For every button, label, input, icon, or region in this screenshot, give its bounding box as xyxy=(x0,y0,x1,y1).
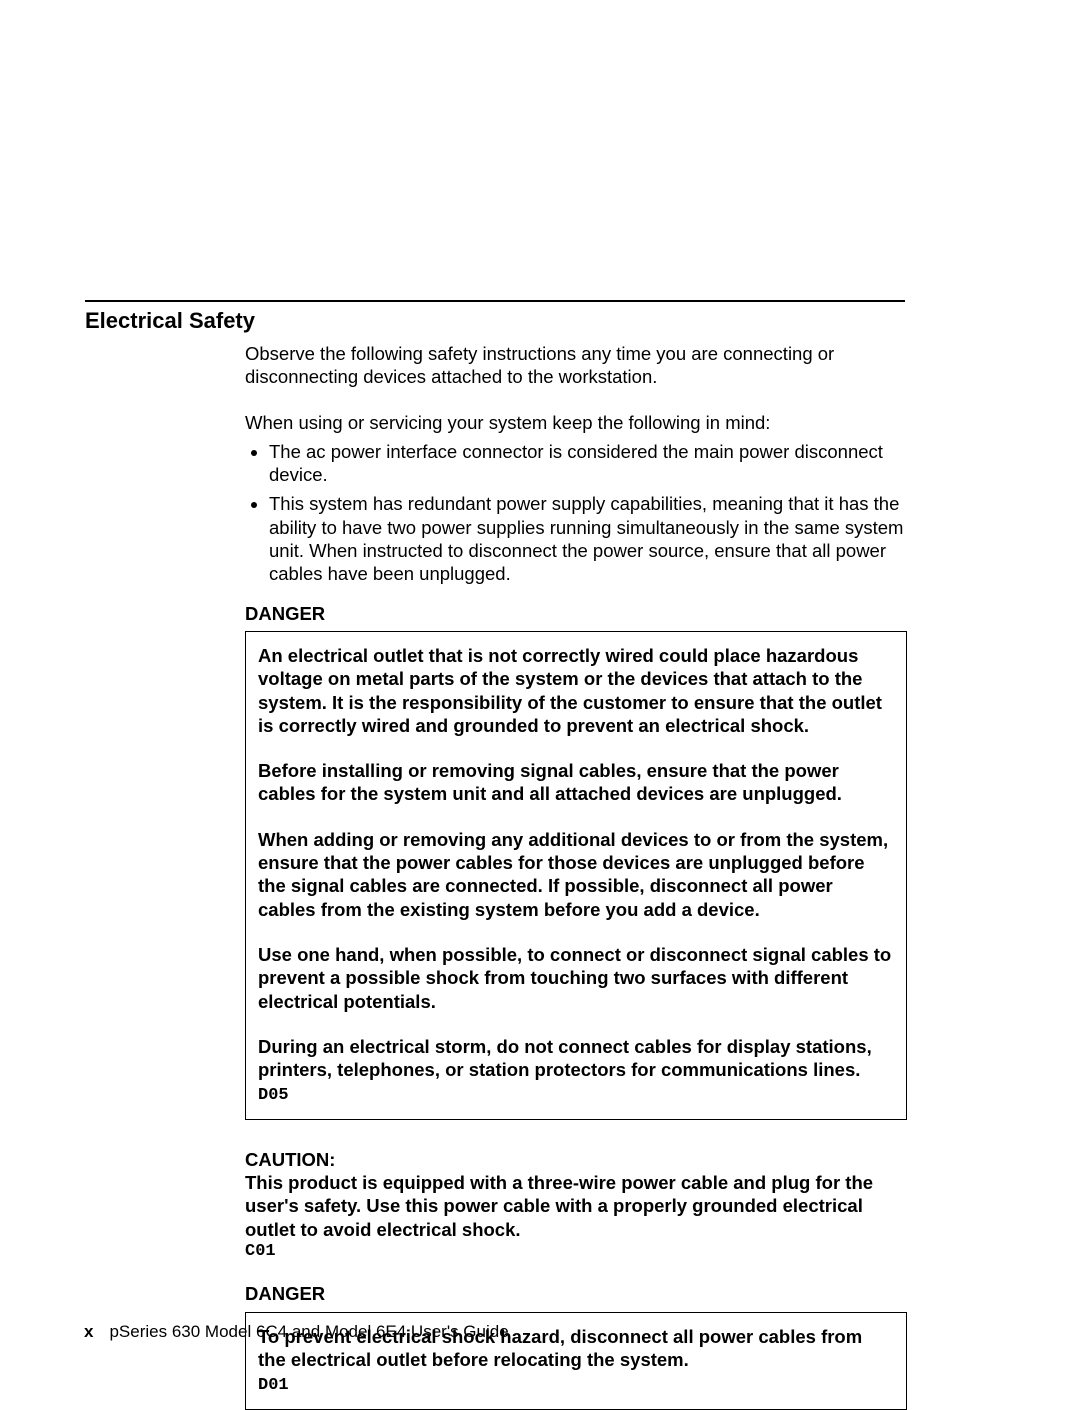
intro-paragraph-1: Observe the following safety instruction… xyxy=(245,342,905,389)
caution-label: CAUTION: xyxy=(245,1148,905,1171)
danger-paragraph: During an electrical storm, do not conne… xyxy=(258,1035,894,1082)
intro-paragraph-2: When using or servicing your system keep… xyxy=(245,411,905,434)
bullet-item: The ac power interface connector is cons… xyxy=(269,440,905,487)
document-page: Electrical Safety Observe the following … xyxy=(0,0,1080,1397)
section-title: Electrical Safety xyxy=(85,308,905,334)
danger-label: DANGER xyxy=(245,1282,905,1305)
danger-paragraph: An electrical outlet that is not correct… xyxy=(258,644,894,737)
caution-code: C01 xyxy=(245,1241,905,1262)
danger-box-1: An electrical outlet that is not correct… xyxy=(245,631,907,1120)
danger-label: DANGER xyxy=(245,602,905,625)
danger-code: D05 xyxy=(258,1085,894,1106)
bullet-list: The ac power interface connector is cons… xyxy=(245,440,905,586)
caution-block: CAUTION: This product is equipped with a… xyxy=(245,1148,905,1263)
section-rule xyxy=(85,300,905,302)
caution-text: This product is equipped with a three-wi… xyxy=(245,1171,905,1241)
body-content: Observe the following safety instruction… xyxy=(245,342,905,1410)
page-number: x xyxy=(84,1322,93,1341)
danger-code: D01 xyxy=(258,1375,894,1396)
footer-doc-title: pSeries 630 Model 6C4 and Model 6E4 User… xyxy=(109,1322,508,1341)
page-footer: x pSeries 630 Model 6C4 and Model 6E4 Use… xyxy=(84,1322,509,1342)
danger-paragraph: When adding or removing any additional d… xyxy=(258,828,894,921)
danger-paragraph: Use one hand, when possible, to connect … xyxy=(258,943,894,1013)
danger-paragraph: Before installing or removing signal cab… xyxy=(258,759,894,806)
bullet-item: This system has redundant power supply c… xyxy=(269,492,905,585)
